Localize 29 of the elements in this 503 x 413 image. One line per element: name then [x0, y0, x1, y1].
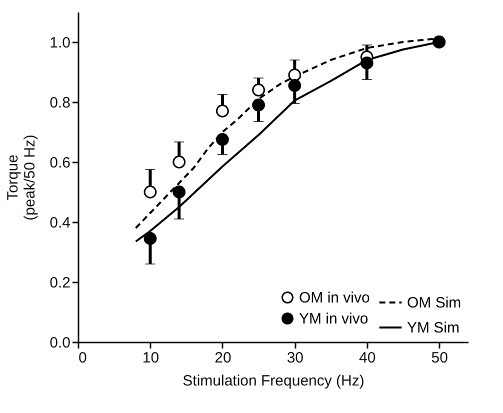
legend-label: YM in vivo: [299, 310, 368, 328]
x-tick-label: 20: [214, 350, 232, 366]
y-tick-label: 0.4: [50, 214, 70, 232]
x-tick-label: 30: [286, 350, 304, 366]
point: [360, 56, 374, 70]
point: [252, 98, 266, 112]
y-tick-label: 0.2: [50, 274, 70, 292]
y-tick-label: 0.0: [50, 334, 70, 352]
y-tick-label: 1.0: [50, 34, 70, 52]
point: [172, 156, 186, 168]
x-tick-label: 50: [431, 350, 448, 366]
x-axis-title: Stimulation Frequency (Hz): [182, 372, 364, 390]
y-tick-label: 0.6: [50, 154, 70, 172]
y-axis-title: Torque (peak/50 Hz): [4, 134, 39, 220]
legend-label: YM Sim: [407, 320, 460, 336]
point: [252, 84, 266, 96]
point: [216, 104, 229, 118]
point: [144, 186, 157, 198]
point: [288, 68, 302, 82]
x-tick-label: 0: [78, 350, 87, 366]
point: [172, 186, 186, 198]
legend-label: OM in vivo: [299, 290, 370, 306]
legend-label: OM Sim: [407, 294, 462, 312]
point: [216, 133, 229, 146]
x-tick-label: 10: [142, 350, 160, 366]
point: [144, 232, 157, 245]
x-tick-label: 40: [359, 350, 376, 366]
y-tick-label: 0.8: [50, 94, 70, 112]
point: [288, 79, 302, 92]
